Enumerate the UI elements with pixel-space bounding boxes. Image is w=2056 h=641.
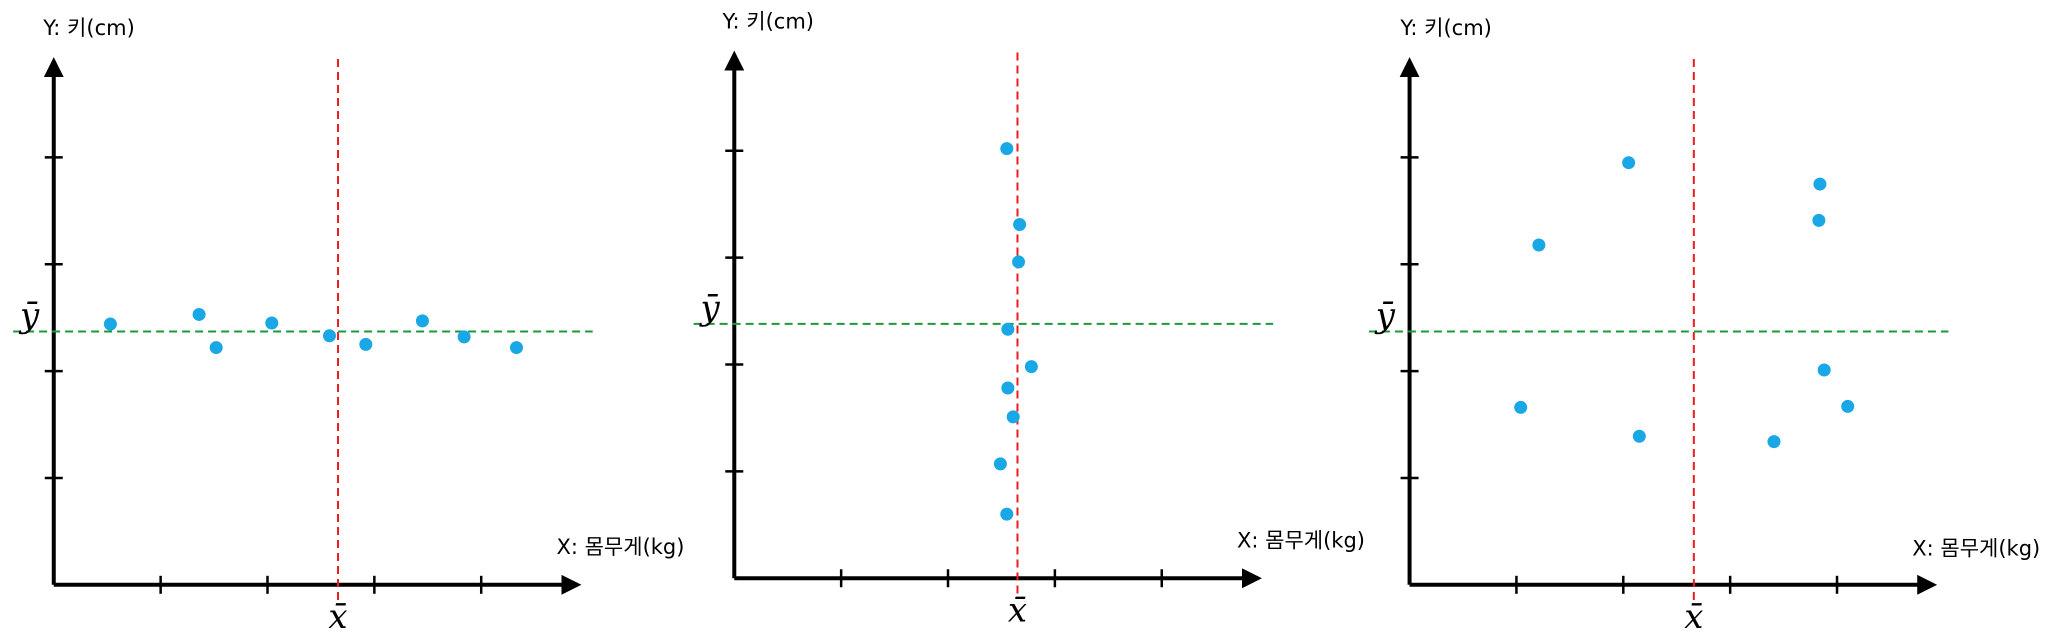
point — [1024, 360, 1038, 374]
point — [1001, 322, 1015, 336]
point — [209, 341, 223, 355]
point — [1514, 400, 1528, 414]
point — [1841, 399, 1855, 413]
y-axis-label: Y: 키(cm) — [42, 16, 135, 40]
point — [457, 330, 471, 344]
point — [1000, 507, 1014, 521]
point — [1000, 142, 1014, 156]
point — [265, 316, 279, 330]
point — [103, 317, 117, 331]
x-mean-label: x̄ — [328, 597, 347, 637]
point — [1812, 213, 1826, 227]
point — [1012, 255, 1026, 269]
point — [509, 341, 523, 355]
point — [322, 329, 336, 343]
point — [1006, 410, 1020, 424]
y-mean-label: ȳ — [18, 296, 40, 336]
x-mean-label: x̄ — [1008, 590, 1027, 630]
point — [1001, 381, 1015, 395]
y-axis-label: Y: 키(cm) — [721, 9, 814, 33]
point — [415, 314, 429, 328]
point — [1532, 238, 1546, 252]
y-mean-label: ȳ — [1374, 296, 1396, 336]
point — [359, 337, 373, 351]
point — [1813, 177, 1827, 191]
x-axis-label: X: 몸무게(kg) — [1237, 529, 1365, 553]
point — [1817, 363, 1831, 377]
y-mean-label: ȳ — [699, 288, 721, 328]
x-axis-label: X: 몸무게(kg) — [556, 535, 684, 559]
point — [1632, 429, 1646, 443]
x-axis-label: X: 몸무게(kg) — [1912, 536, 2040, 560]
y-axis-label: Y: 키(cm) — [1399, 16, 1492, 40]
point — [1767, 435, 1781, 449]
point — [1622, 156, 1636, 170]
x-mean-label: x̄ — [1684, 597, 1703, 637]
point — [993, 457, 1007, 471]
point — [1013, 218, 1027, 232]
point — [192, 307, 206, 321]
